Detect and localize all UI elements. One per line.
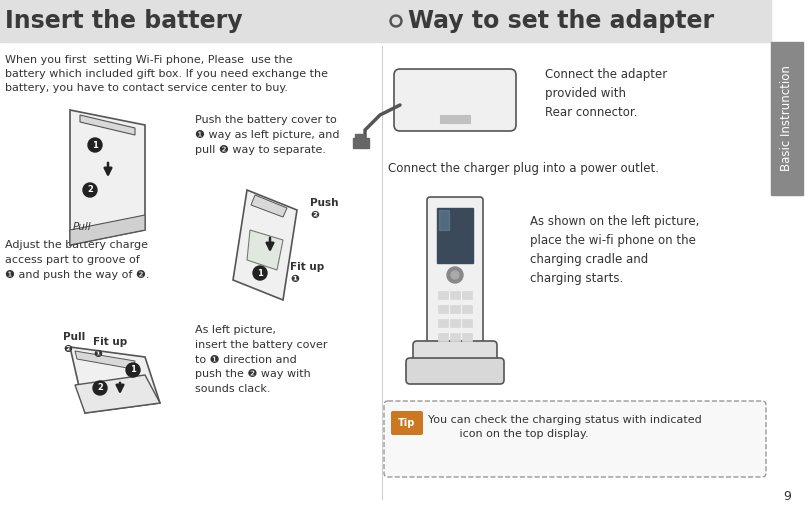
- Circle shape: [392, 17, 400, 24]
- Bar: [462, 291, 472, 299]
- Bar: [462, 333, 472, 341]
- Text: 9: 9: [783, 491, 791, 503]
- Text: Pull
❷: Pull ❷: [63, 332, 85, 354]
- Text: 1: 1: [92, 140, 98, 150]
- Text: Connect the adapter
provided with
Rear connector.: Connect the adapter provided with Rear c…: [545, 68, 667, 119]
- Polygon shape: [80, 115, 135, 135]
- Circle shape: [83, 183, 97, 197]
- Text: When you first  setting Wi-Fi phone, Please  use the
battery which included gift: When you first setting Wi-Fi phone, Plea…: [5, 55, 328, 93]
- Circle shape: [451, 271, 459, 279]
- Bar: [439, 210, 449, 230]
- Circle shape: [447, 267, 463, 283]
- Circle shape: [88, 138, 102, 152]
- Text: Basic Instrunction: Basic Instrunction: [781, 66, 794, 172]
- Polygon shape: [75, 351, 135, 369]
- Text: As left picture,
insert the battery cover
to ❶ direction and
push the ❷ way with: As left picture, insert the battery cove…: [195, 325, 328, 394]
- Polygon shape: [251, 195, 287, 217]
- Polygon shape: [247, 230, 283, 270]
- Bar: [438, 319, 448, 327]
- Bar: [440, 115, 470, 123]
- Bar: [438, 333, 448, 341]
- Circle shape: [93, 381, 107, 395]
- Text: Way to set the adapter: Way to set the adapter: [408, 9, 714, 33]
- Circle shape: [253, 266, 267, 280]
- FancyBboxPatch shape: [413, 341, 497, 374]
- Text: 1: 1: [130, 365, 136, 375]
- Text: Pull: Pull: [73, 222, 91, 232]
- Bar: [462, 305, 472, 313]
- Bar: [355, 134, 360, 139]
- FancyBboxPatch shape: [394, 69, 516, 131]
- Text: 1: 1: [257, 269, 263, 277]
- Bar: [771, 42, 803, 195]
- Bar: [450, 319, 460, 327]
- Bar: [450, 333, 460, 341]
- Polygon shape: [70, 347, 160, 413]
- Bar: [450, 291, 460, 299]
- Bar: [438, 291, 448, 299]
- Bar: [437, 208, 473, 263]
- Text: 2: 2: [97, 383, 103, 392]
- Text: Fit up
❶: Fit up ❶: [290, 262, 324, 284]
- FancyBboxPatch shape: [384, 401, 766, 477]
- FancyBboxPatch shape: [391, 411, 423, 435]
- Polygon shape: [70, 215, 145, 245]
- Text: Insert the battery: Insert the battery: [5, 9, 243, 33]
- FancyBboxPatch shape: [427, 197, 483, 343]
- Circle shape: [126, 363, 140, 377]
- Text: As shown on the left picture,
place the wi-fi phone on the
charging cradle and
c: As shown on the left picture, place the …: [530, 215, 699, 285]
- Circle shape: [390, 15, 402, 27]
- Text: Push the battery cover to
❶ way as left picture, and
pull ❷ way to separate.: Push the battery cover to ❶ way as left …: [195, 115, 340, 155]
- Bar: [462, 319, 472, 327]
- Text: Connect the charger plug into a power outlet.: Connect the charger plug into a power ou…: [388, 162, 659, 175]
- Polygon shape: [70, 110, 145, 245]
- Text: Fit up
❶: Fit up ❶: [93, 337, 127, 359]
- Text: You can check the charging status with indicated
         icon on the top displa: You can check the charging status with i…: [428, 415, 701, 439]
- Bar: [438, 305, 448, 313]
- Text: Push
❷: Push ❷: [310, 198, 338, 219]
- Polygon shape: [75, 375, 160, 413]
- Bar: [0, 0, 771, 42]
- Text: Adjust the battery charge
access part to groove of
❶ and push the way of ❷.: Adjust the battery charge access part to…: [5, 240, 150, 279]
- Text: Tip: Tip: [398, 418, 416, 428]
- Polygon shape: [233, 190, 297, 300]
- Bar: [359, 134, 364, 139]
- Bar: [450, 305, 460, 313]
- Bar: [353, 138, 369, 148]
- Text: 2: 2: [87, 185, 93, 194]
- FancyBboxPatch shape: [406, 358, 504, 384]
